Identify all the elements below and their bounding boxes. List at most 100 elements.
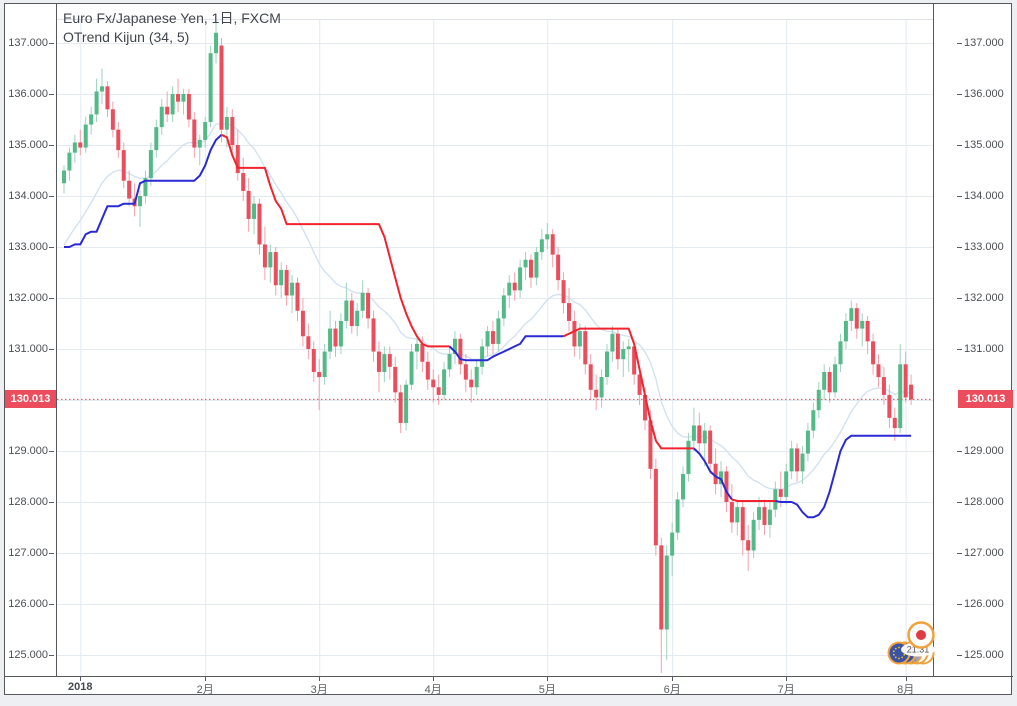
- candle-body: [550, 234, 555, 255]
- kijun-segment-blue: [448, 335, 564, 362]
- candle-body: [762, 507, 767, 525]
- ma-line: [63, 122, 912, 491]
- kijun-segment-blue: [64, 134, 223, 248]
- candle-body: [143, 178, 148, 196]
- price-tick-label-right: 136.000: [964, 88, 1004, 100]
- price-tick-mark: [957, 553, 962, 554]
- candle-body: [344, 300, 349, 321]
- candles: [62, 20, 914, 673]
- price-tick-label-right: 128.000: [964, 496, 1004, 508]
- price-tick-mark: [49, 502, 54, 503]
- candle-body: [170, 94, 175, 115]
- candle-body: [556, 254, 561, 281]
- candle-body: [827, 371, 832, 393]
- candle-body: [398, 392, 403, 423]
- time-tick-mark: [319, 677, 321, 681]
- candle-body: [789, 448, 794, 472]
- candle-body: [110, 109, 115, 130]
- candle-body: [610, 333, 615, 352]
- japan-flag-icon: [907, 621, 935, 649]
- current-price-label-right: 130.013: [958, 390, 1013, 408]
- candle-body: [355, 310, 360, 327]
- candle-body: [632, 346, 637, 375]
- price-tick-mark: [957, 655, 962, 656]
- candle-body: [621, 349, 626, 360]
- price-tick-label-right: 131.000: [964, 343, 1004, 355]
- candle-body: [605, 351, 609, 378]
- price-tick-label-right: 132.000: [964, 292, 1004, 304]
- candle-body: [425, 361, 430, 380]
- price-tick-label-left: 132.000: [8, 292, 48, 304]
- candle-body: [78, 142, 83, 148]
- candle-body: [773, 489, 778, 510]
- candle-body: [197, 139, 202, 148]
- candle-body: [892, 417, 897, 429]
- kijun-segment-blue: [693, 447, 733, 500]
- candle-body: [871, 341, 876, 365]
- candle-body: [729, 502, 734, 523]
- candle-body: [539, 239, 544, 253]
- left-axis-separator: [56, 3, 57, 677]
- legend-symbol-title[interactable]: Euro Fx/Japanese Yen, 1日, FXCM: [63, 10, 281, 26]
- candle-body: [284, 269, 289, 296]
- price-tick-label-right: 133.000: [964, 241, 1004, 253]
- candle-body: [469, 379, 474, 388]
- candle-body: [442, 369, 447, 395]
- candle-body: [643, 394, 648, 421]
- chart-legend: Euro Fx/Japanese Yen, 1日, FXCM OTrend Ki…: [63, 9, 281, 47]
- price-tick-label-left: 137.000: [8, 37, 48, 49]
- price-tick-label-right: 134.000: [964, 190, 1004, 202]
- candle-body: [480, 346, 485, 367]
- candle-body: [795, 448, 800, 472]
- candle-body: [664, 555, 669, 630]
- candle-body: [83, 124, 88, 148]
- candle-body: [702, 430, 707, 444]
- candle-body: [235, 145, 240, 174]
- candlestick-plot[interactable]: [57, 4, 933, 676]
- time-tick-label: 7月: [777, 684, 795, 696]
- price-tick-mark: [49, 43, 54, 44]
- candle-body: [909, 384, 914, 400]
- kijun-segment-blue: [775, 434, 912, 519]
- price-tick-mark: [49, 604, 54, 605]
- candle-body: [447, 354, 452, 370]
- candle-body: [865, 320, 870, 342]
- candle-body: [420, 343, 425, 362]
- candle-body: [311, 349, 316, 372]
- candle-body: [675, 499, 680, 533]
- price-tick-label-left: 131.000: [8, 343, 48, 355]
- candle-body: [333, 328, 338, 347]
- time-tick-mark: [205, 677, 207, 681]
- candle-body: [474, 366, 479, 388]
- candle-body: [121, 150, 126, 181]
- candle-body: [67, 152, 72, 171]
- candle-body: [719, 471, 724, 485]
- candle-body: [708, 430, 713, 464]
- candle-body: [371, 318, 376, 352]
- price-tick-label-right: 135.000: [964, 139, 1004, 151]
- candle-body: [338, 320, 343, 347]
- candle-body: [317, 371, 322, 378]
- price-tick-label-right: 129.000: [964, 445, 1004, 457]
- price-tick-label-left: 136.000: [8, 88, 48, 100]
- candle-body: [545, 234, 550, 240]
- kijun-segment-red: [563, 327, 694, 450]
- candle-body: [860, 320, 865, 329]
- price-tick-label-left: 133.000: [8, 241, 48, 253]
- candle-body: [490, 331, 495, 344]
- candle-body: [382, 354, 387, 372]
- kijun-segment-red: [731, 498, 776, 502]
- price-tick-mark: [957, 502, 962, 503]
- candle-body: [561, 280, 566, 304]
- candle-body: [257, 203, 262, 245]
- candle-body: [262, 244, 267, 268]
- price-tick-mark: [49, 349, 54, 350]
- time-tick-label: 6月: [663, 684, 681, 696]
- candle-body: [849, 308, 854, 321]
- candle-body: [192, 119, 197, 148]
- candle-body: [528, 259, 533, 278]
- price-tick-mark: [957, 43, 962, 44]
- candle-body: [219, 45, 224, 130]
- legend-indicator-title[interactable]: OTrend Kijun (34, 5): [63, 29, 190, 45]
- candle-body: [306, 336, 311, 349]
